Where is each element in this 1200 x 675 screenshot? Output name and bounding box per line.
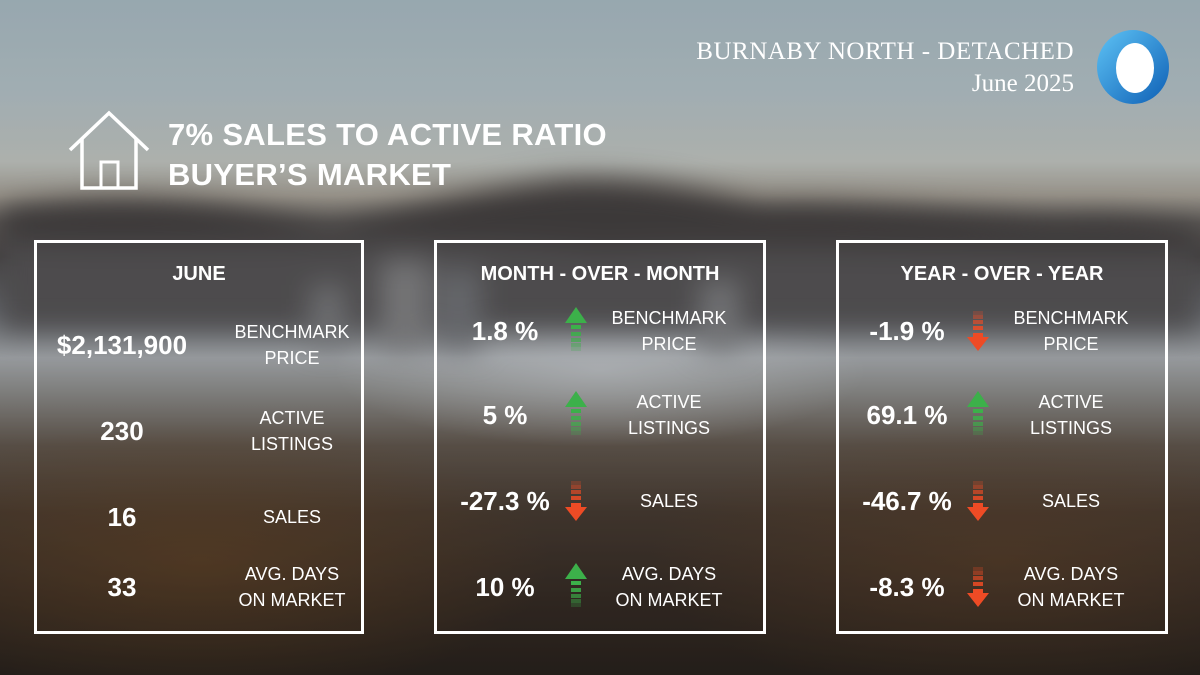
headline-ratio: 7% SALES TO ACTIVE RATIO	[168, 117, 607, 152]
brand-title: BURNABY NORTH - DETACHED	[696, 38, 1074, 65]
trend-arrow-icon	[967, 391, 989, 435]
label-line1: SALES	[262, 507, 322, 527]
value: 5 %	[482, 400, 528, 430]
june-row-active: 230 ACTIVE LISTINGS	[37, 403, 361, 459]
yoy-row-sales: -46.7 % SALES	[839, 473, 1165, 529]
mom-row-active: 5 % ACTIVE LISTINGS	[437, 387, 763, 443]
panel-title: JUNE	[172, 263, 226, 285]
label-line2: ON MARKET	[1017, 590, 1125, 610]
label: ACTIVE LISTINGS	[217, 403, 367, 459]
label: SALES	[599, 473, 739, 529]
label-line1: ACTIVE	[636, 392, 702, 412]
label-line1: SALES	[639, 491, 699, 511]
trend-arrow-icon	[967, 567, 989, 607]
label: AVG. DAYS ON MARKET	[217, 559, 367, 615]
label-line2: PRICE	[641, 334, 697, 354]
label-line2: PRICE	[1043, 334, 1099, 354]
trend-arrow-icon	[565, 563, 587, 607]
label-line2: PRICE	[264, 348, 320, 368]
value: 69.1 %	[866, 400, 948, 430]
value: -1.9 %	[869, 316, 945, 346]
house-icon	[68, 110, 150, 190]
label: BENCHMARK PRICE	[217, 317, 367, 373]
june-row-days: 33 AVG. DAYS ON MARKET	[37, 559, 361, 615]
trend-arrow-icon	[967, 311, 989, 351]
headline: 7% SALES TO ACTIVE RATIO BUYER’S MARKET	[168, 115, 607, 195]
label-line2: LISTINGS	[1029, 418, 1113, 438]
value: -8.3 %	[869, 572, 945, 602]
june-row-sales: 16 SALES	[37, 489, 361, 545]
yoy-row-benchmark: -1.9 % BENCHMARK PRICE	[839, 303, 1165, 359]
yoy-row-active: 69.1 % ACTIVE LISTINGS	[839, 387, 1165, 443]
mom-row-sales: -27.3 % SALES	[437, 473, 763, 529]
trend-arrow-icon	[565, 481, 587, 521]
label: ACTIVE LISTINGS	[1001, 387, 1141, 443]
label-line2: ON MARKET	[238, 590, 346, 610]
label-line1: BENCHMARK	[234, 322, 350, 342]
label-line1: ACTIVE	[259, 408, 325, 428]
label: SALES	[217, 489, 367, 545]
label: BENCHMARK PRICE	[599, 303, 739, 359]
june-row-benchmark: $2,131,900 BENCHMARK PRICE	[37, 317, 361, 373]
panel-year-over-year: YEAR - OVER - YEAR -1.9 % BENCHMARK PRIC…	[836, 240, 1168, 634]
label-line2: LISTINGS	[627, 418, 711, 438]
brand-logo-icon	[1097, 30, 1169, 104]
value: 33	[107, 572, 137, 602]
mom-row-benchmark: 1.8 % BENCHMARK PRICE	[437, 303, 763, 359]
label: SALES	[1001, 473, 1141, 529]
panel-june: JUNE $2,131,900 BENCHMARK PRICE 230 ACTI…	[34, 240, 364, 634]
value: 1.8 %	[471, 316, 539, 346]
label: ACTIVE LISTINGS	[599, 387, 739, 443]
trend-arrow-icon	[565, 391, 587, 435]
mom-row-days: 10 % AVG. DAYS ON MARKET	[437, 559, 763, 615]
trend-arrow-icon	[967, 481, 989, 521]
value: -27.3 %	[460, 486, 550, 516]
headline-market: BUYER’S MARKET	[168, 157, 452, 192]
label-line2: ON MARKET	[615, 590, 723, 610]
label-line1: AVG. DAYS	[244, 564, 340, 584]
label: AVG. DAYS ON MARKET	[1001, 559, 1141, 615]
label-line1: BENCHMARK	[611, 308, 727, 328]
value: $2,131,900	[56, 330, 188, 360]
label-line1: AVG. DAYS	[1023, 564, 1119, 584]
label-line1: BENCHMARK	[1013, 308, 1129, 328]
brand-date: June 2025	[971, 70, 1074, 97]
label: BENCHMARK PRICE	[1001, 303, 1141, 359]
value: 16	[107, 502, 137, 532]
label-line1: ACTIVE	[1038, 392, 1104, 412]
yoy-row-days: -8.3 % AVG. DAYS ON MARKET	[839, 559, 1165, 615]
brand-block: BURNABY NORTH - DETACHED June 2025	[696, 36, 1074, 100]
panel-title: MONTH - OVER - MONTH	[480, 263, 720, 285]
value: -46.7 %	[862, 486, 952, 516]
label-line1: SALES	[1041, 491, 1101, 511]
value: 230	[100, 416, 144, 446]
value: 10 %	[475, 572, 535, 602]
panel-month-over-month: MONTH - OVER - MONTH 1.8 % BENCHMARK PRI…	[434, 240, 766, 634]
trend-arrow-icon	[565, 307, 587, 351]
label: AVG. DAYS ON MARKET	[599, 559, 739, 615]
label-line1: AVG. DAYS	[621, 564, 717, 584]
panel-title: YEAR - OVER - YEAR	[900, 263, 1104, 285]
label-line2: LISTINGS	[250, 434, 334, 454]
